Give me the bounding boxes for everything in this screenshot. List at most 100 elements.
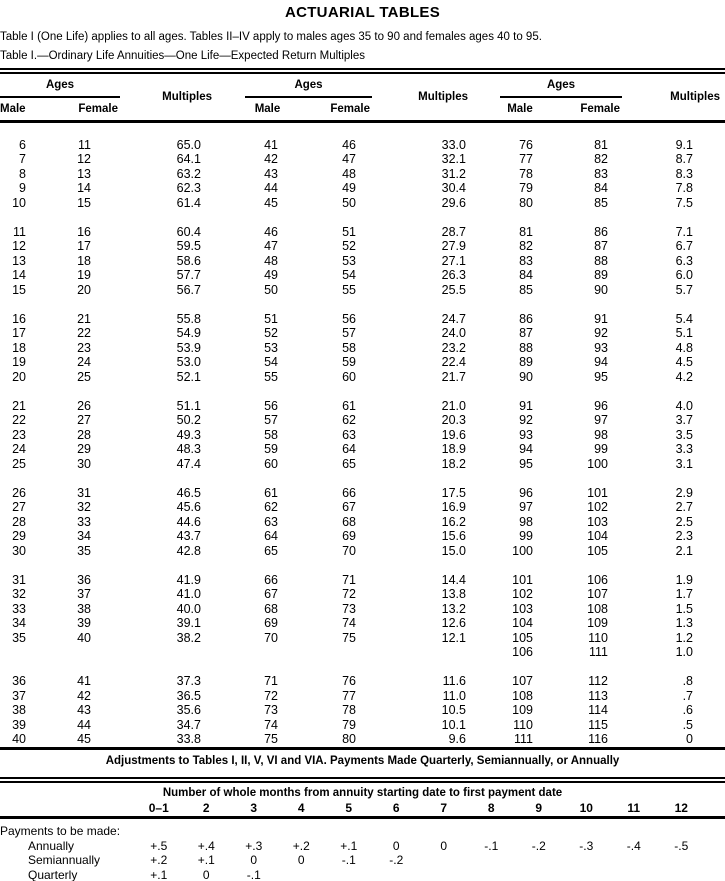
- multiple-cell: 8.3: [675, 166, 693, 181]
- block-separator-row: [0, 297, 725, 312]
- female-age-cell: 13: [77, 166, 91, 181]
- female-age-cell: 47: [342, 152, 356, 166]
- male-age-cell: 30: [12, 543, 26, 558]
- male-age-cell: 84: [519, 268, 533, 282]
- months-header: Number of whole months from annuity star…: [162, 786, 563, 799]
- male-age-cell: 76: [519, 137, 533, 152]
- male-age-cell: 85: [519, 282, 533, 297]
- multiple-cell: 34.7: [176, 717, 201, 732]
- multiple-cell: 16.9: [441, 500, 466, 514]
- female-age-cell: 99: [594, 442, 608, 456]
- female-age-cell: 86: [594, 224, 608, 239]
- multiple-cell: 1.5: [675, 601, 693, 616]
- female-age-cell: 43: [77, 703, 91, 717]
- table-row: 35 40 38.2 70 75 12.1 105 110 1.2: [0, 631, 725, 646]
- multiple-cell: 7.5: [675, 195, 693, 210]
- female-age-cell: 35: [77, 543, 91, 558]
- table-row: 31 36 41.9 66 71 14.4 101 106 1.9: [0, 573, 725, 588]
- column-gap: [215, 689, 245, 704]
- female-age-cell: 82: [594, 152, 608, 166]
- male-age-cell: 34: [12, 616, 26, 630]
- multiple-cell: 33.0: [441, 137, 466, 152]
- column-gap: [215, 529, 245, 544]
- column-gap: [215, 631, 245, 646]
- column-gap: [470, 74, 500, 123]
- male-age-cell: 18: [12, 340, 26, 355]
- multiple-cell: 3.1: [675, 456, 693, 471]
- female-age-cell: 94: [594, 355, 608, 369]
- column-gap: [215, 326, 245, 341]
- male-age-cell: 12: [12, 239, 26, 253]
- multiple-cell: 1.3: [675, 616, 693, 630]
- female-age-cell: 80: [342, 732, 356, 746]
- column-gap: [215, 486, 245, 501]
- multiple-cell: 23.2: [441, 340, 466, 355]
- column-gap: [215, 674, 245, 689]
- adjustment-value-cell: -.3: [579, 838, 594, 853]
- multiple-cell: 61.4: [176, 195, 201, 210]
- female-age-cell: 74: [342, 616, 356, 630]
- month-column-header: 2: [202, 800, 210, 815]
- multiple-cell: 39.1: [176, 616, 201, 630]
- multiple-cell: 62.3: [176, 181, 201, 195]
- male-age-cell: 26: [12, 485, 26, 500]
- multiple-cell: 55.8: [176, 311, 201, 326]
- column-gap: [215, 428, 245, 443]
- adjustments-title: Adjustments to Tables I, II, V, VI and V…: [105, 754, 620, 767]
- multiple-cell: 37.3: [176, 674, 201, 688]
- adjustment-value-cell: [468, 868, 516, 881]
- column-gap: [470, 167, 500, 182]
- male-age-cell: 101: [512, 572, 533, 587]
- multiple-cell: 29.6: [441, 195, 466, 210]
- male-age-cell: 79: [519, 181, 533, 195]
- female-age-cell: 51: [342, 224, 356, 239]
- column-gap: [470, 341, 500, 356]
- table-row: 18 23 53.9 53 58 23.2 88 93 4.8: [0, 341, 725, 356]
- male-age-cell: 88: [519, 340, 533, 355]
- multiple-cell: .7: [682, 688, 693, 703]
- table-row: 29 34 43.7 64 69 15.6 99 104 2.3: [0, 529, 725, 544]
- female-age-cell: [30, 645, 120, 660]
- male-age-cell: 38: [12, 703, 26, 717]
- adjustment-value-cell: [563, 868, 611, 881]
- male-age-cell: 47: [264, 239, 278, 253]
- male-age-cell: 22: [12, 413, 26, 427]
- multiple-cell: 44.6: [176, 514, 201, 529]
- male-age-cell: 33: [12, 601, 26, 616]
- female-age-cell: 49: [342, 181, 356, 195]
- intro-text: Table I (One Life) applies to all ages. …: [0, 31, 542, 43]
- female-age-cell: 39: [77, 616, 91, 630]
- multiple-cell: 5.1: [675, 326, 693, 340]
- month-numbers-row: 0–1 2 3 4 5 6 7 8 9 10 11 12: [0, 800, 725, 816]
- female-age-cell: 101: [587, 485, 608, 500]
- table-row: 37 42 36.5 72 77 11.0 108 113 .7: [0, 689, 725, 704]
- multiple-cell: 54.9: [176, 326, 201, 340]
- adjustment-value-cell: -.2: [389, 853, 404, 867]
- male-age-cell: 62: [264, 500, 278, 514]
- multiple-cell: 12.1: [441, 630, 466, 645]
- column-gap: [215, 74, 245, 123]
- table1-bottom-rule: [0, 746, 725, 750]
- male-age-cell: 57: [264, 413, 278, 427]
- table1-expected-return-multiples: Ages Multiples Ages Multiples Ages Multi…: [0, 74, 725, 747]
- multiple-cell: 9.1: [675, 137, 693, 152]
- column-gap: [215, 587, 245, 602]
- female-age-cell: 87: [594, 239, 608, 253]
- column-gap: [470, 442, 500, 457]
- adjustment-value-cell: +.1: [340, 838, 358, 853]
- female-age-cell: 85: [594, 195, 608, 210]
- male-age-cell: 31: [12, 572, 26, 587]
- column-gap: [470, 225, 500, 240]
- female-age-cell: 69: [342, 529, 356, 543]
- male-age-cell: 29: [12, 529, 26, 543]
- female-age-cell: 102: [587, 500, 608, 514]
- multiple-cell: 6.7: [675, 239, 693, 253]
- column-gap: [215, 138, 245, 153]
- female-age-cell: 45: [77, 732, 91, 746]
- male-age-cell: 8: [19, 166, 26, 181]
- male-age-cell: 43: [264, 166, 278, 181]
- table-row: 26 31 46.5 61 66 17.5 96 101 2.9: [0, 486, 725, 501]
- adjustment-value-cell: -.2: [531, 838, 546, 853]
- female-age-cell: 108: [587, 601, 608, 616]
- column-gap: [470, 457, 500, 472]
